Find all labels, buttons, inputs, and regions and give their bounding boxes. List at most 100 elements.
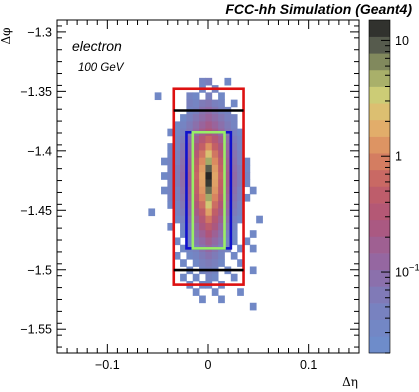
heatmap-cell xyxy=(211,172,219,180)
heatmap-cell xyxy=(186,164,194,173)
heatmap-cell xyxy=(205,230,213,238)
heatmap-cell xyxy=(218,99,225,108)
heatmap-cell xyxy=(192,172,200,180)
heatmap-cell xyxy=(192,201,200,209)
heatmap-cell xyxy=(211,179,219,188)
heatmap-cell xyxy=(237,259,244,267)
heatmap-cell xyxy=(218,186,225,195)
heatmap-cell xyxy=(218,135,225,144)
heatmap-cell xyxy=(173,251,181,260)
heatmap-cell xyxy=(218,251,225,260)
y-tick-label: −1.35 xyxy=(20,85,52,99)
heatmap-cell xyxy=(218,92,225,101)
heatmap-cell xyxy=(211,230,219,238)
colorbar-band xyxy=(369,203,390,221)
heatmap-cell xyxy=(186,215,194,224)
heatmap-cell xyxy=(186,222,194,231)
colorbar-band xyxy=(369,53,390,71)
heatmap-cell xyxy=(173,135,181,144)
heatmap-cell xyxy=(230,128,238,137)
heatmap-cell xyxy=(173,121,181,130)
heatmap-cell xyxy=(224,77,232,86)
heatmap-cell xyxy=(173,179,181,188)
heatmap-cell xyxy=(218,179,225,188)
colorbar-band xyxy=(369,269,390,287)
heatmap-cell xyxy=(237,128,244,137)
heatmap-cell xyxy=(230,150,238,159)
heatmap-cell xyxy=(205,215,213,224)
heatmap-cell xyxy=(173,215,181,224)
heatmap-cell xyxy=(180,215,187,224)
heatmap-cell xyxy=(237,179,244,188)
heatmap-cell xyxy=(237,201,244,209)
heatmap-cell xyxy=(218,164,225,173)
heatmap-cell xyxy=(205,251,213,260)
x-tick-label: 0 xyxy=(205,358,212,372)
heatmap-cell xyxy=(167,201,175,209)
heatmap-cell xyxy=(199,201,206,209)
colorbar-tick-exponent: −1 xyxy=(409,263,419,274)
heatmap-cell xyxy=(230,99,238,108)
heatmap-cell xyxy=(173,237,181,246)
heatmap-cell xyxy=(230,186,238,195)
heatmap-cell xyxy=(205,121,213,130)
heatmap-cell xyxy=(205,259,213,267)
heatmap-cell xyxy=(186,208,194,217)
heatmap-cell xyxy=(230,193,238,202)
heatmap-cell xyxy=(192,157,200,166)
heatmap-cell xyxy=(224,179,232,188)
heatmap-cell xyxy=(237,288,244,296)
heatmap-cell xyxy=(237,150,244,159)
heatmap-cell xyxy=(180,121,187,130)
heatmap-cell xyxy=(230,222,238,231)
heatmap-cell xyxy=(237,157,244,166)
heatmap-cell xyxy=(173,193,181,202)
energy-annotation: 100 GeV xyxy=(78,62,125,74)
heatmap-cell xyxy=(205,99,213,108)
heatmap-cell xyxy=(173,143,181,151)
heatmap-cell xyxy=(237,186,244,195)
heatmap-cell xyxy=(154,92,162,101)
y-tick-label: −1.55 xyxy=(20,323,52,337)
heatmap-cell xyxy=(205,186,213,195)
heatmap-cell xyxy=(180,230,187,238)
heatmap-cell xyxy=(186,201,194,209)
y-tick-label: −1.3 xyxy=(27,25,52,39)
heatmap-cell xyxy=(218,230,225,238)
heatmap-cell xyxy=(199,230,206,238)
colorbar-tick-label: 1 xyxy=(395,150,402,164)
heatmap-cell xyxy=(186,193,194,202)
heatmap-cell xyxy=(192,135,200,144)
heatmap-cell xyxy=(180,157,187,166)
heatmap-cell xyxy=(186,92,194,101)
heatmap-cell xyxy=(211,259,219,267)
heatmap-cell xyxy=(173,201,181,209)
heatmap-cell xyxy=(243,179,251,188)
heatmap-cell xyxy=(230,172,238,180)
heatmap-cell xyxy=(180,114,187,122)
heatmap-cell xyxy=(211,273,219,282)
heatmap-cell xyxy=(180,201,187,209)
heatmap-cell xyxy=(186,135,194,144)
heatmap-cell xyxy=(180,208,187,217)
heatmap-cell xyxy=(180,273,187,282)
heatmap-cell xyxy=(167,164,175,173)
heatmap-cell xyxy=(167,172,175,180)
heatmap-cell xyxy=(249,302,257,311)
heatmap-cell xyxy=(173,157,181,166)
heatmap-cell xyxy=(237,208,244,217)
heatmap-cell xyxy=(186,251,194,260)
heatmap-cell xyxy=(186,114,194,122)
colorbar-band xyxy=(369,69,390,87)
colorbar-band xyxy=(369,86,390,104)
heatmap-cell xyxy=(224,215,232,224)
heatmap-cell xyxy=(224,135,232,144)
heatmap-cell xyxy=(218,150,225,159)
heatmap-cell xyxy=(180,193,187,202)
heatmap-cell xyxy=(161,186,168,195)
y-tick-label: −1.5 xyxy=(27,263,52,277)
heatmap-cell xyxy=(230,114,238,122)
heatmap-cell xyxy=(205,92,213,101)
heatmap-cell xyxy=(211,150,219,159)
heatmap-cell xyxy=(205,237,213,246)
